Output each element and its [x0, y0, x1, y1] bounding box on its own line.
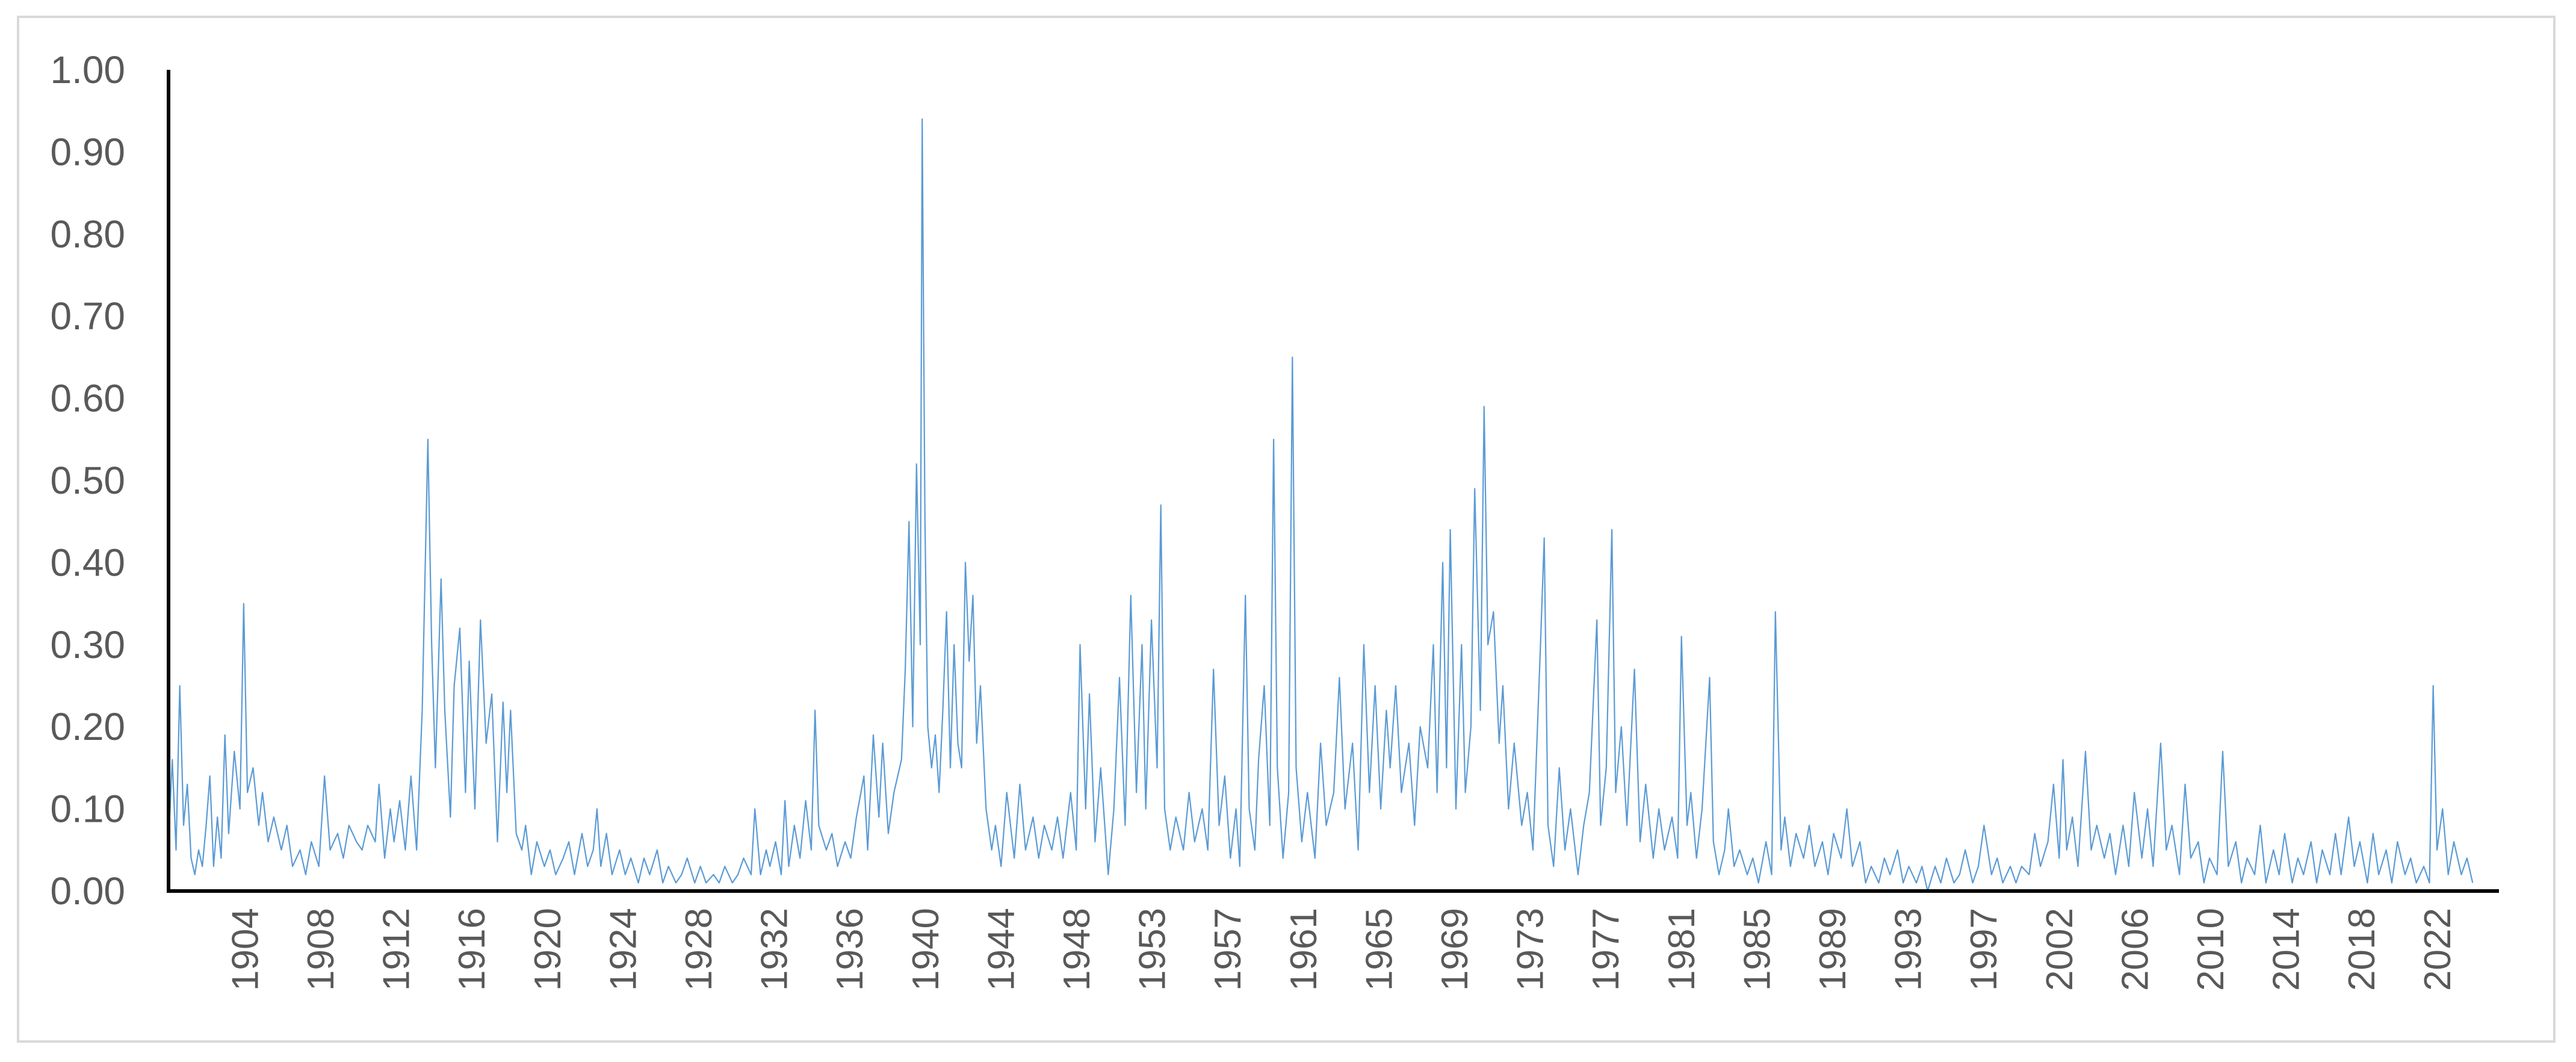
x-tick-label: 1912 [376, 908, 418, 991]
y-tick-label: 0.30 [50, 623, 125, 666]
x-tick-label: 1948 [1056, 908, 1098, 991]
x-tick-label: 2006 [2114, 908, 2156, 991]
x-tick-label: 1985 [1736, 908, 1778, 991]
y-tick-label: 0.50 [50, 459, 125, 502]
x-tick-label: 1965 [1358, 908, 1400, 991]
x-tick-label: 2014 [2266, 908, 2308, 991]
x-tick-label: 1989 [1812, 908, 1854, 991]
x-tick-label: 2010 [2190, 908, 2232, 991]
x-tick-label: 1969 [1434, 908, 1476, 991]
y-tick-label: 0.10 [50, 787, 125, 831]
x-axis-labels: 1904 1908 1912 1916 1920 1924 1928 1932 1936 1940… [224, 908, 2458, 991]
x-tick-label: 1924 [602, 908, 644, 991]
x-tick-label: 1940 [905, 908, 947, 991]
x-tick-label: 2022 [2417, 908, 2459, 991]
y-axis-labels: 0.00 0.10 0.20 0.30 0.40 0.50 0.60 0.70 0.80 0.90… [50, 48, 125, 913]
x-tick-label: 1932 [754, 908, 796, 991]
x-tick-label: 1993 [1888, 908, 1930, 991]
y-tick-label: 0.00 [50, 869, 125, 913]
x-tick-label: 1953 [1132, 908, 1174, 991]
y-tick-label: 0.20 [50, 705, 125, 748]
y-tick-label: 0.60 [50, 377, 125, 420]
x-tick-label: 1973 [1510, 908, 1552, 991]
x-tick-label: 1904 [224, 908, 266, 991]
y-tick-label: 1.00 [50, 48, 125, 92]
y-tick-label: 0.90 [50, 130, 125, 173]
x-tick-label: 1936 [829, 908, 871, 991]
y-tick-label: 0.40 [50, 541, 125, 584]
x-tick-label: 1908 [300, 908, 342, 991]
x-tick-label: 1928 [678, 908, 720, 991]
series-line [167, 118, 2474, 892]
x-tick-label: 1997 [1963, 908, 2005, 991]
x-tick-label: 1961 [1283, 908, 1325, 991]
chart-frame [17, 16, 2556, 1043]
y-tick-label: 0.70 [50, 294, 125, 338]
x-tick-label: 1977 [1585, 908, 1627, 991]
y-tick-label: 0.80 [50, 213, 125, 256]
x-tick-label: 1957 [1207, 908, 1249, 991]
x-tick-label: 1944 [980, 908, 1022, 991]
x-tick-label: 2002 [2039, 908, 2081, 991]
x-tick-label: 1916 [451, 908, 493, 991]
x-tick-label: 1920 [527, 908, 569, 991]
x-tick-label: 1981 [1661, 908, 1703, 991]
x-tick-label: 2018 [2341, 908, 2383, 991]
